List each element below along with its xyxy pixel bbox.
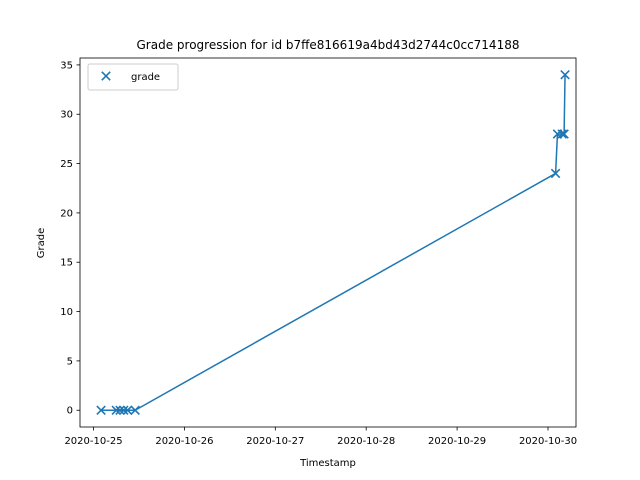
data-point-marker (130, 405, 140, 415)
marker-stroke (111, 405, 121, 415)
legend: grade (87, 63, 179, 91)
y-tick-label: 30 (60, 110, 73, 121)
x-tick-label: 2020-10-27 (246, 436, 304, 447)
y-axis-label: Grade (36, 228, 47, 259)
marker-stroke (559, 129, 569, 139)
marker-stroke (119, 405, 129, 415)
x-tick-label: 2020-10-28 (337, 436, 395, 447)
y-tick-label: 5 (67, 356, 73, 367)
data-point-marker (557, 129, 567, 139)
marker-stroke (560, 70, 570, 80)
marker-stroke (130, 405, 140, 415)
marker-stroke (550, 168, 561, 179)
data-point-marker (559, 129, 569, 139)
marker-stroke (115, 405, 125, 415)
x-tick-label: 2020-10-26 (155, 436, 213, 447)
marker-stroke (122, 405, 133, 415)
y-tick-label: 15 (60, 258, 73, 269)
plot-area: 2020-10-25 2020-10-26 2020-10-27 2020-10-28… (60, 57, 577, 447)
marker-stroke (96, 405, 106, 415)
data-point-marker (122, 405, 133, 415)
data-point-marker (550, 168, 561, 179)
chart-title: Grade progression for id b7ffe816619a4bd… (137, 38, 520, 52)
legend-marker-x-icon (101, 71, 111, 81)
y-tick-label: 25 (60, 159, 73, 170)
data-point-marker (115, 405, 125, 415)
legend-entry-grade: grade (131, 72, 160, 83)
y-tick-label: 35 (60, 60, 73, 71)
y-tick-label: 10 (60, 307, 73, 318)
legend-box (87, 63, 179, 91)
y-tick-label: 0 (67, 406, 73, 417)
data-point-marker (560, 70, 570, 80)
data-point-marker (96, 405, 106, 415)
x-tick-label: 2020-10-30 (519, 436, 577, 447)
y-tick-label: 20 (60, 208, 73, 219)
data-point-marker (119, 405, 129, 415)
plot-frame (79, 57, 577, 428)
x-tick-label: 2020-10-25 (64, 436, 122, 447)
x-axis-label: Timestamp (299, 458, 356, 469)
x-tick-label: 2020-10-29 (428, 436, 486, 447)
legend-marker-stroke (101, 71, 111, 81)
marker-stroke (557, 129, 567, 139)
data-point-marker (111, 405, 121, 415)
